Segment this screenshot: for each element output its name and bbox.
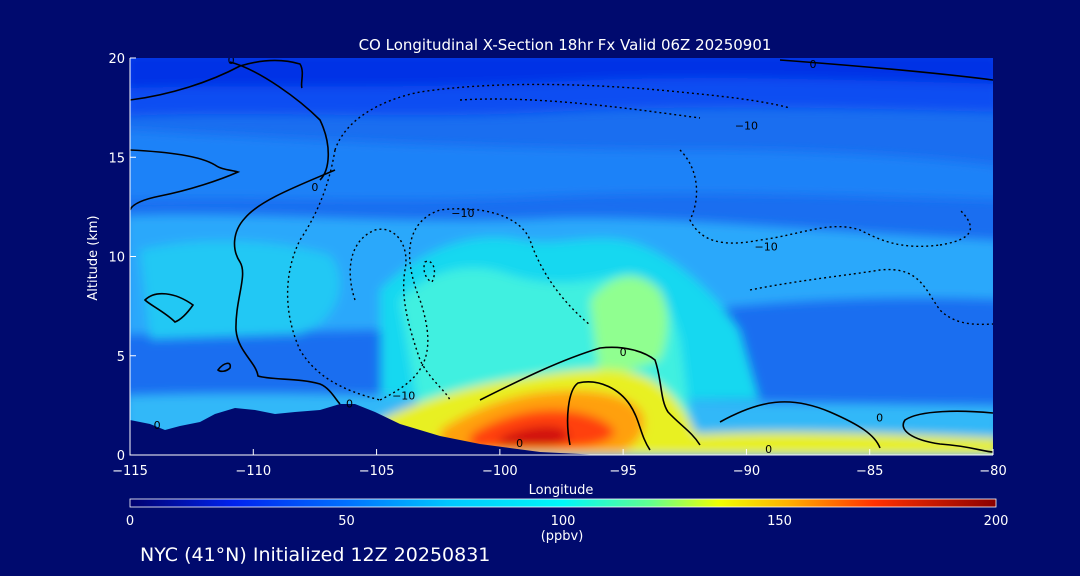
contour-zero-tiny-loop [216, 362, 232, 373]
contour-zero-top-left [130, 59, 304, 101]
field-darkred-core [500, 426, 569, 446]
colorbar-tick-label: 100 [551, 514, 576, 529]
colorbar-tick-label: 200 [984, 514, 1009, 529]
x-tick-label: −105 [359, 464, 395, 479]
y-tick-label: 10 [108, 251, 125, 266]
y-axis-ticks: 0 5 10 15 20 [108, 52, 136, 464]
x-tick-label: −110 [235, 464, 271, 479]
colorbar-tick-labels: 0 50 100 150 200 [126, 514, 1009, 529]
contour-zero-upper-lobe [229, 61, 330, 181]
minus-ten-contours [286, 83, 993, 401]
contour-label: 0 [876, 411, 883, 424]
contour-zero-upper-left [130, 149, 241, 211]
field-band-mid-high [130, 130, 993, 200]
colorbar-tick-label: 0 [126, 514, 134, 529]
contour-neg10-outer-arc [334, 83, 791, 151]
contour-label: 0 [154, 419, 161, 432]
x-tick-label: −95 [609, 464, 636, 479]
colorbar-frame [129, 498, 997, 508]
x-tick-label: −90 [733, 464, 760, 479]
contour-labels: 0 0 −10 0 −10 −10 0 −10 0 0 0 0 0 [154, 54, 883, 456]
contour-label: 0 [228, 54, 235, 67]
y-axis-label: Altitude (km) [86, 215, 101, 300]
contour-neg10-plume-tongue [379, 208, 591, 401]
contour-label: 0 [765, 443, 772, 456]
contour-zero-plume-dome [479, 346, 701, 446]
contour-label: −10 [735, 119, 758, 132]
contour-neg10-right-dip [749, 268, 993, 326]
footer-label: NYC (41°N) Initialized 12Z 20250831 [140, 544, 490, 566]
contour-zero-small-loop [143, 292, 195, 323]
field-green-core [590, 276, 668, 380]
colorbar-tick-label: 50 [338, 514, 355, 529]
y-tick-label: 20 [108, 52, 125, 67]
contour-label: 0 [346, 397, 353, 410]
contour-neg10-inner-loop [349, 228, 451, 401]
contour-neg10-right-lobe [939, 209, 972, 246]
contour-label: 0 [516, 437, 523, 450]
y-tick-label: 5 [117, 350, 125, 365]
contour-zero-plume-inner [566, 381, 651, 451]
x-tick-label: −100 [482, 464, 518, 479]
contour-neg10-small-loop [423, 260, 436, 283]
contour-label: −10 [392, 389, 415, 402]
y-tick-label: 15 [108, 151, 125, 166]
contour-neg10-right-upper [679, 149, 941, 248]
field-band-top [130, 58, 993, 88]
x-tick-label: −85 [856, 464, 883, 479]
terrain [130, 404, 993, 455]
colorbar-tick-label: 150 [767, 514, 792, 529]
contour-zero-far-right [902, 410, 993, 453]
contour-zero-left [233, 169, 341, 405]
contour-label: −10 [755, 241, 778, 254]
contour-neg10-left-tongue [286, 149, 381, 401]
x-tick-label: −80 [979, 464, 1006, 479]
contour-label: 0 [620, 346, 627, 359]
zero-contours [130, 59, 993, 453]
contour-label: −10 [451, 207, 474, 220]
y-tick-label: 0 [117, 449, 125, 464]
contour-zero-top-right [779, 59, 993, 81]
field-band-upper [130, 78, 993, 116]
chart-title: CO Longitudinal X-Section 18hr Fx Valid … [359, 36, 772, 54]
contour-label: 0 [810, 58, 817, 71]
contour-neg10-top [459, 98, 701, 119]
contour-label: 0 [311, 181, 318, 194]
colorbar-units: (ppbv) [541, 529, 584, 544]
x-tick-label: −115 [112, 464, 148, 479]
x-axis-ticks: −115 −110 −105 −100 −95 −90 −85 −80 [112, 449, 1007, 479]
colorbar [130, 499, 996, 507]
contour-zero-right-lower [719, 401, 881, 449]
x-axis-label: Longitude [529, 483, 594, 498]
plot-area: 0 0 −10 0 −10 −10 0 −10 0 0 0 0 0 [130, 54, 993, 456]
